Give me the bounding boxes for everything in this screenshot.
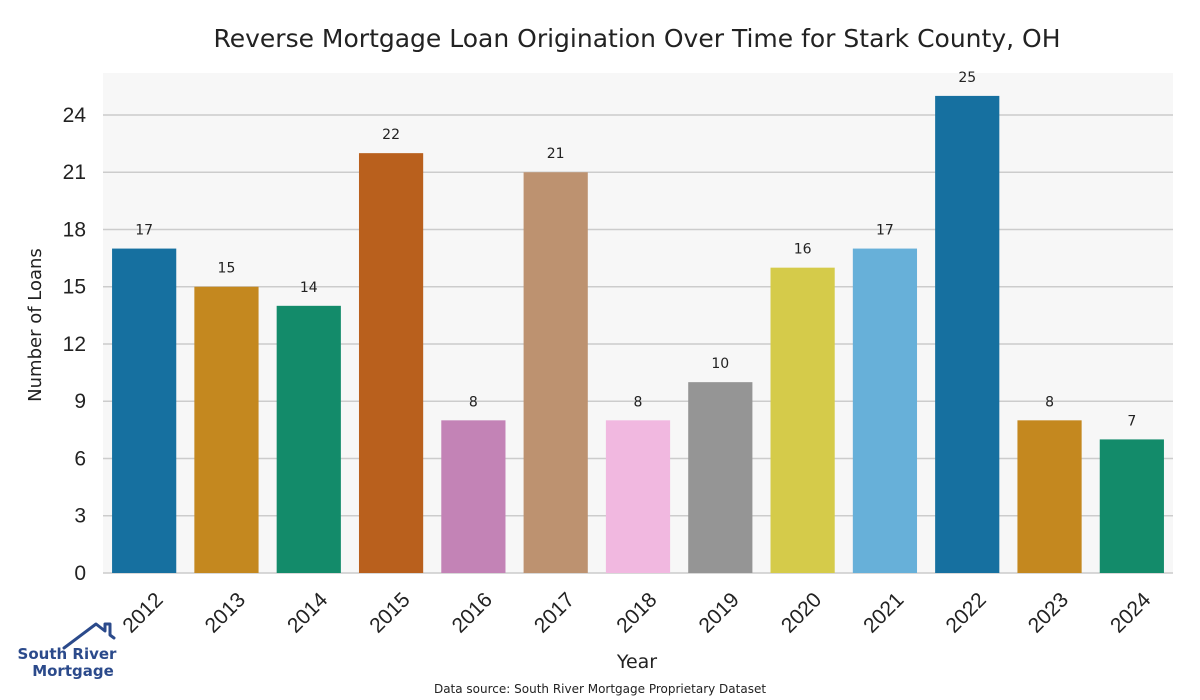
bar-2016	[441, 420, 506, 573]
data-label-2020: 16	[794, 242, 812, 258]
x-tick-label-2017: 2017	[530, 588, 579, 637]
data-label-2015: 22	[382, 127, 400, 143]
y-tick-label: 6	[74, 447, 86, 470]
x-tick-label-2020: 2020	[777, 588, 826, 637]
x-tick-label-2022: 2022	[941, 588, 990, 637]
bar-2019	[688, 382, 753, 573]
bar-2020	[770, 267, 835, 573]
bars	[112, 95, 1164, 574]
data-label-2013: 15	[218, 261, 236, 277]
y-tick-label: 0	[74, 562, 86, 585]
data-label-2017: 21	[547, 146, 565, 162]
y-tick-label: 12	[63, 333, 86, 356]
data-label-2022: 25	[958, 70, 976, 86]
y-tick-label: 15	[63, 276, 86, 299]
x-tick-label-2024: 2024	[1106, 588, 1156, 638]
x-axis-ticks: 2012 2013 2014 2015 2016 2017 2018 2019 2020 2021…	[118, 588, 1155, 638]
y-tick-label: 3	[74, 505, 86, 528]
x-tick-label-2021: 2021	[859, 588, 908, 637]
y-tick-label: 21	[63, 161, 86, 184]
data-label-2021: 17	[876, 223, 894, 239]
bar-2015	[358, 153, 424, 574]
data-source-note: Data source: South River Mortgage Propri…	[434, 682, 766, 696]
bar-2012	[112, 248, 177, 574]
bar-2013	[194, 286, 259, 573]
chart-title: Reverse Mortgage Loan Origination Over T…	[213, 24, 1060, 53]
data-labels: 17 15 14 22 8 21 8 10 16 17 25 8 7	[135, 70, 1136, 430]
bar-2024	[1099, 439, 1164, 573]
logo-line-1: South River	[18, 645, 118, 663]
data-label-2012: 17	[135, 223, 153, 239]
x-tick-label-2016: 2016	[448, 588, 497, 637]
y-tick-label: 18	[63, 218, 86, 241]
x-axis-label: Year	[616, 651, 657, 673]
logo-line-2: Mortgage	[32, 662, 114, 680]
y-tick-label: 9	[74, 390, 86, 413]
x-tick-label-2013: 2013	[201, 588, 250, 637]
x-tick-label-2015: 2015	[365, 588, 414, 637]
bar-2014	[276, 305, 341, 573]
bar-2022	[935, 95, 1000, 574]
data-label-2019: 10	[711, 356, 729, 372]
data-label-2014: 14	[300, 280, 318, 296]
x-tick-label-2023: 2023	[1024, 588, 1073, 637]
x-tick-label-2018: 2018	[612, 588, 661, 637]
data-label-2024: 7	[1127, 413, 1136, 429]
x-tick-label-2019: 2019	[695, 588, 744, 637]
data-label-2023: 8	[1045, 394, 1054, 410]
bar-2021	[852, 248, 918, 574]
company-logo: South River Mortgage	[18, 622, 118, 680]
house-icon	[62, 622, 116, 650]
data-label-2016: 8	[469, 394, 478, 410]
y-axis-label: Number of Loans	[25, 248, 46, 402]
x-tick-label-2014: 2014	[283, 588, 333, 638]
bar-2018	[605, 420, 671, 573]
bar-2023	[1017, 420, 1082, 573]
x-tick-label-2012: 2012	[118, 588, 167, 637]
data-label-2018: 8	[634, 394, 643, 410]
bar-2017	[523, 172, 588, 574]
y-tick-label: 24	[63, 104, 87, 127]
y-axis-ticks: 0 3 6 9 12 15 18 21 24	[63, 104, 87, 585]
